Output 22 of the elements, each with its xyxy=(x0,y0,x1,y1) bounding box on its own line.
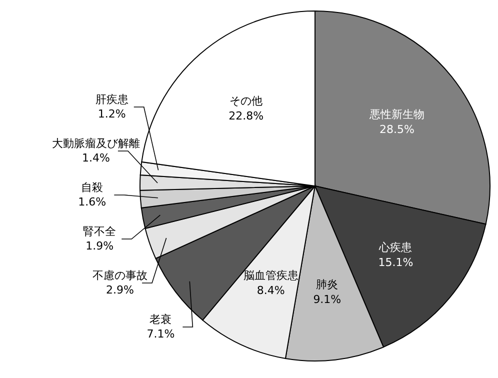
slice-label: 悪性新生物 xyxy=(368,108,424,122)
slice-label: 腎不全 xyxy=(83,224,116,238)
data-label: 2.9% xyxy=(106,284,134,297)
data-label: 1.2% xyxy=(98,108,126,121)
data-label: 1.9% xyxy=(86,240,114,253)
data-label: 22.8% xyxy=(228,109,264,122)
slice-label: その他 xyxy=(230,94,263,108)
data-label: 15.1% xyxy=(378,256,414,269)
slice-label: 脳血管疾患 xyxy=(243,269,298,282)
data-label: 28.5% xyxy=(379,123,414,136)
slice-label: 大動脈瘤及び解離 xyxy=(52,136,140,150)
data-label: 7.1% xyxy=(146,328,175,341)
slice-label: 自殺 xyxy=(81,180,104,194)
data-label: 8.4% xyxy=(256,284,285,297)
slice-label: 肺炎 xyxy=(316,278,338,292)
data-label: 9.1% xyxy=(313,292,342,306)
slice-label: 肝疾患 xyxy=(95,92,128,106)
slice-label: 不慮の事故 xyxy=(92,268,148,282)
data-label: 1.4% xyxy=(82,152,110,165)
slice-label: 心疾患 xyxy=(378,240,412,254)
data-label: 1.6% xyxy=(78,196,106,209)
slice-label: 老衰 xyxy=(150,312,172,326)
